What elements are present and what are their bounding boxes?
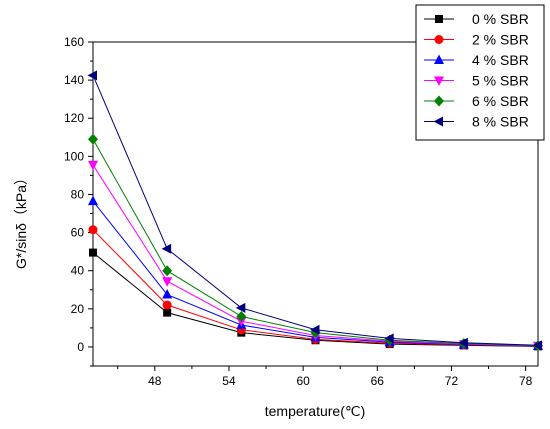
legend-marker (434, 76, 444, 86)
series-line (92, 200, 539, 347)
legend-label: 5 % SBR (472, 73, 529, 89)
legend-marker (435, 15, 443, 23)
legend-marker (434, 95, 444, 107)
series-layer (87, 70, 543, 352)
y-tick-label: 0 (77, 340, 84, 354)
x-tick-label: 60 (296, 374, 310, 388)
data-point (532, 340, 542, 351)
x-tick-label: 54 (222, 374, 236, 388)
legend: 0 % SBR 2 % SBR 4 % SBR 5 % SBR 6 % SBR 8 % S… (415, 4, 545, 141)
series-2 (88, 195, 543, 350)
data-point (87, 70, 97, 81)
y-tick-label: 100 (64, 149, 84, 163)
y-tick-label: 20 (71, 302, 85, 316)
data-point (88, 225, 98, 235)
x-tick-label: 72 (445, 374, 459, 388)
x-tick-label: 78 (519, 374, 533, 388)
x-axis-title: temperature(℃) (265, 403, 366, 419)
y-tick-label: 60 (71, 226, 85, 240)
data-point (162, 277, 173, 287)
legend-label: 0 % SBR (472, 11, 529, 27)
data-point (236, 317, 247, 327)
data-point (310, 324, 320, 335)
legend-label: 8 % SBR (472, 114, 529, 130)
legend-marker (434, 54, 444, 64)
legend-item: 2 % SBR (424, 32, 529, 48)
series-4 (88, 133, 543, 352)
y-tick-label: 120 (64, 111, 84, 125)
data-point (88, 133, 98, 145)
data-point (88, 160, 98, 171)
legend-label: 6 % SBR (472, 93, 529, 109)
y-tick-label: 40 (71, 264, 85, 278)
data-point (162, 289, 173, 299)
legend-item: 6 % SBR (424, 93, 529, 109)
y-axis-title: G*/sinδ（kPa） (13, 171, 29, 269)
legend-item: 4 % SBR (424, 52, 529, 68)
legend-marker (433, 116, 443, 127)
legend-item: 8 % SBR (424, 114, 529, 130)
x-tick-label: 66 (371, 374, 385, 388)
series-line (92, 164, 539, 347)
x-axis: 48 54 60 66 72 78 (117, 366, 533, 388)
data-point (384, 333, 394, 344)
x-tick-label: 48 (148, 374, 162, 388)
data-point (163, 308, 172, 317)
y-tick-label: 80 (71, 187, 85, 201)
legend-item: 0 % SBR (424, 11, 529, 27)
data-point (458, 337, 468, 348)
data-point (235, 302, 246, 313)
legend-label: 2 % SBR (472, 32, 529, 48)
legend-item: 5 % SBR (424, 73, 529, 89)
y-axis: 0 20 40 60 80 100 120 140 160 (64, 35, 93, 367)
data-point (89, 248, 97, 257)
data-point (88, 195, 98, 206)
series-5 (87, 70, 542, 351)
data-point (236, 310, 247, 322)
data-point (162, 300, 172, 310)
legend-label: 4 % SBR (472, 52, 529, 68)
data-point (162, 265, 173, 277)
legend-marker (434, 35, 444, 44)
series-line (92, 138, 539, 347)
y-tick-label: 160 (64, 35, 84, 49)
series-3 (88, 160, 543, 352)
data-point (161, 243, 172, 254)
legend-box (415, 4, 545, 141)
y-tick-label: 140 (64, 73, 84, 87)
